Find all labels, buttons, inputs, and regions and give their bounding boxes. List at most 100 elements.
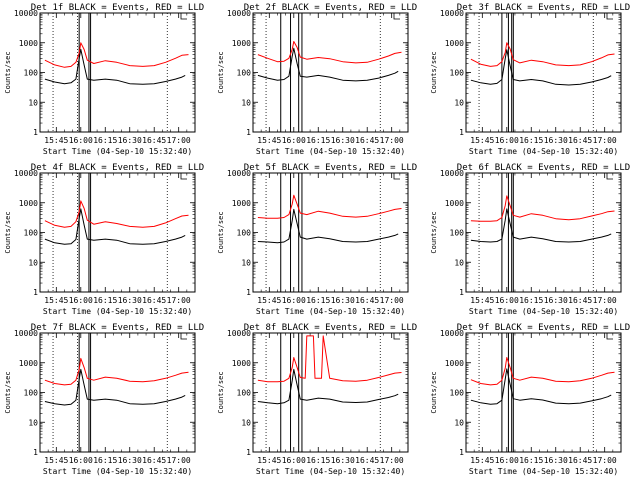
events-rate-line [470, 368, 612, 405]
detector-panel-5: Det 5f BLACK = Events, RED = LLD Counts/s… [217, 163, 417, 316]
x-axis-label: Start Time (04-Sep-10 15:32:40) [43, 467, 192, 476]
x-axis-label: Start Time (04-Sep-10 15:32:40) [256, 147, 405, 156]
y-tick-label: 10 [241, 98, 251, 107]
y-tick-label: 10000 [14, 9, 38, 18]
detector-panel-9: Det 9f BLACK = Events, RED = LLD Counts/s… [430, 323, 630, 476]
y-tick-label: 1 [246, 128, 251, 137]
y-tick-label: 100 [450, 389, 465, 398]
panel-title: Det 5f BLACK = Events, RED = LLD [244, 163, 417, 173]
x-tick-label: 16:30 [331, 136, 355, 145]
x-axis-label: Start Time (04-Sep-10 15:32:40) [469, 147, 618, 156]
x-tick-label: 16:00 [495, 296, 519, 305]
y-tick-label: 10 [454, 258, 464, 267]
y-tick-label: 10 [28, 98, 38, 107]
lld-rate-line [44, 200, 189, 228]
y-tick-label: 1 [246, 448, 251, 457]
y-axis-label: Counts/sec [4, 371, 12, 413]
x-tick-label: 17:00 [593, 136, 617, 145]
y-tick-label: 10 [28, 418, 38, 427]
x-tick-label: 16:45 [142, 136, 166, 145]
x-tick-label: 16:15 [519, 456, 543, 465]
x-tick-label: 15:45 [257, 296, 281, 305]
x-tick-label: 16:15 [93, 136, 117, 145]
lld-rate-line [257, 41, 402, 64]
y-tick-label: 1000 [232, 39, 251, 48]
panel-title: Det 7f BLACK = Events, RED = LLD [31, 323, 204, 333]
panel-title: Det 8f BLACK = Events, RED = LLD [244, 323, 417, 333]
y-tick-label: 1000 [19, 39, 38, 48]
y-tick-label: 100 [24, 229, 39, 238]
detector-panel-7: Det 7f BLACK = Events, RED = LLD Counts/s… [4, 323, 204, 476]
lld-rate-line [470, 195, 615, 222]
corner-bracket-mark [180, 13, 187, 20]
plot-frame [252, 332, 409, 453]
y-tick-label: 100 [450, 69, 465, 78]
y-tick-label: 100 [450, 229, 465, 238]
events-rate-line [257, 47, 399, 82]
corner-bracket-mark [180, 173, 187, 180]
y-tick-label: 1000 [445, 359, 464, 368]
plot-frame [252, 12, 409, 133]
y-tick-label: 1000 [19, 199, 38, 208]
y-tick-label: 100 [237, 389, 252, 398]
x-tick-label: 16:45 [355, 456, 379, 465]
y-axis-label: Counts/sec [217, 211, 225, 253]
x-tick-label: 16:00 [495, 136, 519, 145]
x-tick-label: 16:45 [568, 136, 592, 145]
x-tick-label: 16:30 [331, 456, 355, 465]
y-tick-label: 1000 [232, 199, 251, 208]
x-tick-label: 16:45 [142, 456, 166, 465]
x-tick-label: 16:30 [331, 296, 355, 305]
y-tick-label: 100 [237, 229, 252, 238]
x-axis-label: Start Time (04-Sep-10 15:32:40) [469, 467, 618, 476]
x-tick-label: 15:45 [257, 136, 281, 145]
panel-title: Det 6f BLACK = Events, RED = LLD [457, 163, 630, 173]
y-axis-label: Counts/sec [217, 371, 225, 413]
x-tick-label: 17:00 [167, 296, 191, 305]
x-tick-label: 16:30 [544, 456, 568, 465]
x-tick-label: 16:15 [306, 136, 330, 145]
lld-rate-line [470, 357, 615, 386]
x-tick-label: 16:15 [93, 296, 117, 305]
x-tick-label: 16:45 [568, 296, 592, 305]
y-tick-label: 10000 [440, 169, 464, 178]
corner-bracket-mark [606, 173, 613, 180]
y-axis-label: Counts/sec [4, 51, 12, 93]
x-tick-label: 15:45 [470, 296, 494, 305]
x-tick-label: 15:45 [44, 456, 68, 465]
x-tick-label: 16:00 [69, 136, 93, 145]
y-tick-label: 1 [33, 128, 38, 137]
corner-bracket-mark [393, 173, 400, 180]
x-tick-label: 16:00 [69, 456, 93, 465]
events-rate-line [470, 49, 612, 86]
y-tick-label: 10 [241, 258, 251, 267]
plot-frame [39, 172, 196, 293]
detector-panel-6: Det 6f BLACK = Events, RED = LLD Counts/s… [430, 163, 630, 316]
y-tick-label: 1 [33, 448, 38, 457]
x-tick-label: 15:45 [470, 136, 494, 145]
y-tick-label: 10000 [227, 329, 251, 338]
x-tick-label: 17:00 [380, 136, 404, 145]
x-tick-label: 16:45 [355, 296, 379, 305]
corner-bracket-mark [606, 13, 613, 20]
y-axis-label: Counts/sec [430, 371, 438, 413]
y-tick-label: 1000 [445, 199, 464, 208]
panel-title: Det 1f BLACK = Events, RED = LLD [31, 3, 204, 13]
y-tick-label: 1 [459, 128, 464, 137]
y-tick-label: 1 [33, 288, 38, 297]
lld-rate-line [257, 335, 402, 383]
x-tick-label: 17:00 [380, 456, 404, 465]
y-tick-label: 10000 [440, 329, 464, 338]
x-tick-label: 16:00 [282, 136, 306, 145]
panel-title: Det 3f BLACK = Events, RED = LLD [457, 3, 630, 13]
x-axis-label: Start Time (04-Sep-10 15:32:40) [43, 307, 192, 316]
x-tick-label: 16:15 [306, 456, 330, 465]
x-tick-label: 15:45 [44, 136, 68, 145]
plot-frame [465, 332, 622, 453]
x-tick-label: 17:00 [167, 136, 191, 145]
x-tick-label: 16:45 [355, 136, 379, 145]
y-tick-label: 10000 [14, 169, 38, 178]
detector-panel-8: Det 8f BLACK = Events, RED = LLD Counts/s… [217, 323, 417, 476]
corner-bracket-mark [393, 333, 400, 340]
